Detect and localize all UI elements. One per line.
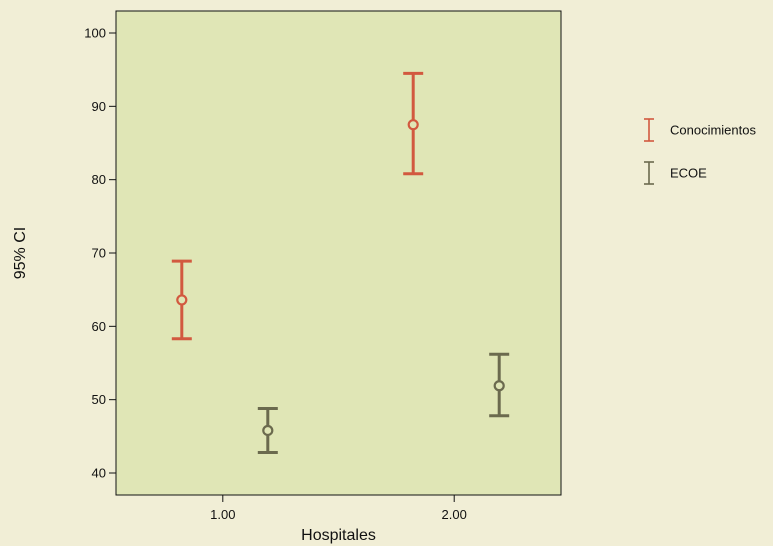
y-axis: 40 50 60 70 80 90 100 (84, 26, 116, 481)
y-tick-label: 80 (92, 172, 106, 187)
mean-marker (177, 295, 186, 304)
x-tick-label: 1.00 (210, 507, 235, 522)
y-tick-label: 90 (92, 99, 106, 114)
y-axis-title: 95% CI (12, 227, 29, 279)
y-tick-label: 50 (92, 392, 106, 407)
legend-item: Conocimientos (644, 119, 756, 141)
mean-marker (409, 120, 418, 129)
legend-label: ECOE (670, 166, 707, 181)
y-tick-label: 60 (92, 319, 106, 334)
x-tick-label: 2.00 (442, 507, 467, 522)
y-tick-label: 40 (92, 466, 106, 481)
legend-label: Conocimientos (670, 123, 756, 138)
y-tick-label: 70 (92, 246, 106, 261)
x-axis-title: Hospitales (301, 527, 376, 544)
legend: Conocimientos ECOE (644, 119, 756, 184)
mean-marker (495, 381, 504, 390)
x-axis: 1.00 2.00 (210, 495, 467, 522)
plot-area (116, 11, 561, 495)
y-tick-label: 100 (84, 26, 106, 41)
mean-marker (263, 426, 272, 435)
legend-item: ECOE (644, 162, 707, 184)
